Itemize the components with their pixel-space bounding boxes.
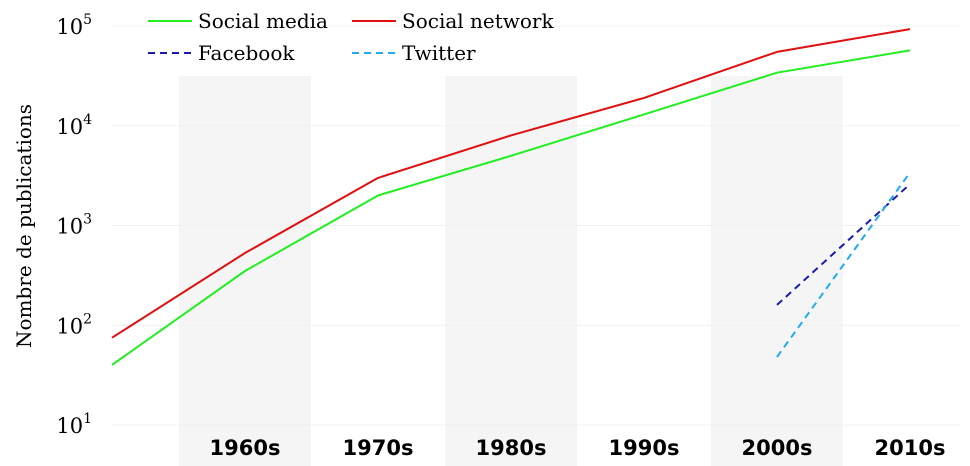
legend: Social media Social network Facebook Twitte…	[148, 9, 554, 65]
legend-label: Social network	[402, 9, 554, 33]
y-axis-label: Nombre de publications	[12, 104, 36, 348]
series-line-facebook	[776, 183, 911, 306]
legend-label: Facebook	[198, 41, 295, 65]
grid-lines	[112, 25, 960, 426]
shaded-band-1980s	[445, 76, 577, 466]
shaded-band-2000s	[711, 76, 843, 466]
y-tick-label: 102	[56, 311, 92, 338]
x-tick-label: 1960s	[210, 436, 281, 460]
series-line-social-media	[111, 49, 911, 366]
y-tick-label: 105	[56, 12, 92, 39]
x-tick-label: 2000s	[742, 436, 813, 460]
series-lines	[111, 28, 911, 366]
y-tick-label: 104	[56, 112, 92, 139]
series-line-twitter	[776, 171, 911, 358]
x-tick-label: 1970s	[343, 436, 414, 460]
x-tick-label: 2010s	[875, 436, 946, 460]
legend-label: Twitter	[402, 41, 476, 65]
y-axis-ticks: 101 102 103 104 105	[56, 12, 92, 438]
x-axis-ticks: 1960s 1970s 1980s 1990s 2000s 2010s	[210, 436, 946, 460]
shaded-bands	[179, 76, 843, 466]
x-tick-label: 1990s	[609, 436, 680, 460]
y-tick-label: 103	[56, 212, 92, 239]
series-line-social-network	[111, 28, 911, 339]
legend-label: Social media	[198, 9, 328, 33]
x-tick-label: 1980s	[476, 436, 547, 460]
y-tick-label: 101	[56, 411, 92, 438]
